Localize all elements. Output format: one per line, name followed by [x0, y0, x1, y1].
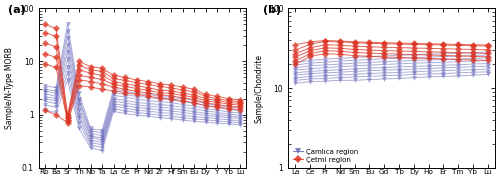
Text: (a): (a)	[8, 5, 26, 15]
Y-axis label: Sample/Chondrite: Sample/Chondrite	[254, 54, 263, 123]
Y-axis label: Sample/N-Type MORB: Sample/N-Type MORB	[5, 47, 14, 129]
Text: (b): (b)	[263, 5, 281, 15]
Legend: Çamlıca region, Çetmi region: Çamlıca region, Çetmi region	[292, 147, 360, 164]
